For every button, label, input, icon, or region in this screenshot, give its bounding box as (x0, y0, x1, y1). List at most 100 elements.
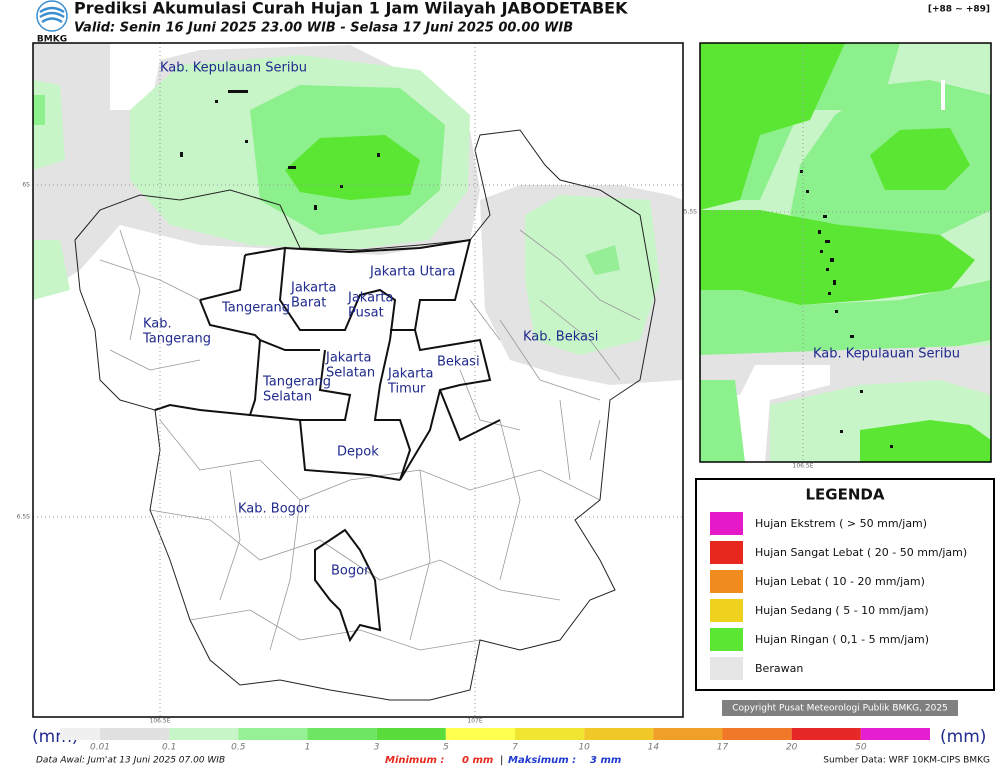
separator: | (500, 755, 503, 766)
legend-label: Hujan Ringan ( 0,1 - 5 mm/jam) (755, 633, 929, 646)
islands (800, 170, 893, 448)
legend-box (695, 478, 995, 691)
light-rain-area (33, 80, 70, 300)
lat-tick-label: 5.5S (684, 209, 698, 216)
light-rain-area (700, 380, 745, 462)
colorbar-segment (445, 728, 515, 740)
title: Prediksi Akumulasi Curah Hujan 1 Jam Wil… (74, 0, 628, 18)
light-rain-area (870, 128, 970, 190)
colorbar-tick-label: 0.1 (162, 743, 176, 753)
colorbar-tick-label: 20 (786, 743, 798, 753)
colorbar-tick-label: 17 (717, 743, 729, 753)
logo-text: BMKG (37, 35, 67, 45)
colorbar-segment (515, 728, 585, 740)
map-frame (32, 42, 684, 718)
copyright: Copyright Pusat Meteorologi Publik BMKG,… (732, 704, 948, 714)
light-rain-area (860, 420, 991, 462)
region-label: Kab. Bekasi (523, 330, 598, 345)
region-label: Kab. Kepulauan Seribu (160, 61, 307, 76)
colorbar-segment (584, 728, 654, 740)
lon-tick-label: 106.5E (793, 463, 814, 470)
legend-title: LEGENDA (806, 486, 885, 504)
region-label: Kab. (143, 317, 172, 332)
lat-tick-label: 6S (22, 182, 30, 189)
copyright-bg (722, 700, 958, 716)
region-label: Bekasi (437, 355, 480, 370)
region-label: Timur (387, 382, 426, 397)
valid-period: Valid: Senin 16 Juni 2025 23.00 WIB - Se… (74, 21, 573, 36)
region-label: Bogor (331, 564, 370, 579)
legend-label: Hujan Sedang ( 5 - 10 mm/jam) (755, 604, 929, 617)
region-label: Jakarta Utara (369, 265, 456, 280)
code: [+88 ~ +89] (928, 5, 990, 15)
colorbar-tick-label: 10 (578, 743, 590, 753)
legend-swatch (710, 541, 743, 564)
district-lines (99, 229, 641, 651)
inset-map (700, 43, 991, 462)
region-label: Tangerang (262, 375, 331, 390)
colorbar-segment (100, 728, 170, 740)
light-rain-area (700, 210, 975, 305)
region-label: Depok (337, 445, 379, 460)
inset-label: Kab. Kepulauan Seribu (813, 347, 960, 362)
data-awal: Data Awal: Jum'at 13 Juni 2025 07.00 WIB (36, 756, 225, 766)
legend-label: Berawan (755, 662, 803, 675)
region-label: Jakarta (347, 291, 393, 306)
light-rain-area (700, 43, 845, 210)
colorbar-segment (722, 728, 792, 740)
legend-swatch (710, 570, 743, 593)
legend-swatch (710, 628, 743, 651)
legend-swatch (710, 657, 743, 680)
region-label: Tangerang (142, 332, 211, 347)
legend-label: Hujan Sangat Lebat ( 20 - 50 mm/jam) (755, 546, 967, 559)
light-rain-area (285, 135, 420, 200)
max-label: Maksimum : (508, 755, 576, 766)
colorbar-tick-label: 3 (374, 743, 380, 753)
light-rain-area (33, 95, 45, 125)
min-label: Minimum : (385, 755, 444, 766)
main-map (33, 43, 683, 717)
region-label: Jakarta (290, 281, 336, 296)
colorbar-segment (238, 728, 308, 740)
region-label: Barat (291, 296, 326, 311)
graticule (33, 43, 683, 717)
legend-label: Hujan Lebat ( 10 - 20 mm/jam) (755, 575, 925, 588)
colorbar-segment (860, 728, 930, 740)
region-label: Jakarta (387, 367, 433, 382)
colorbar-tick-label: 7 (512, 743, 518, 753)
legend-swatch (710, 512, 743, 535)
colorbar-tick-label: 0.5 (231, 743, 246, 753)
graticule (700, 43, 991, 462)
region-label: Pusat (348, 306, 384, 321)
region-label: Jakarta (325, 351, 371, 366)
colorbar-segment (791, 728, 861, 740)
light-rain-area (585, 245, 620, 275)
no-rain-area (941, 80, 945, 110)
colorbar-segment (376, 728, 446, 740)
colorbar-segment (60, 728, 100, 740)
colorbar-tick-label: 50 (855, 743, 867, 753)
region-label: Tangerang (221, 301, 290, 316)
colorbar-unit: (mm) (940, 727, 986, 747)
colorbar-tick-label: 0.01 (90, 743, 110, 753)
colorbar-tick-label: 5 (443, 743, 449, 753)
inset-frame (699, 42, 992, 463)
colorbar-segment (653, 728, 723, 740)
max-value: 3 mm (590, 755, 621, 766)
colorbar-tick-label: 1 (305, 743, 311, 753)
lat-tick-label: 6.5S (17, 514, 31, 521)
lon-tick-label: 106.5E (150, 718, 171, 725)
region-label: Kab. Bogor (238, 502, 310, 517)
min-value: 0 mm (462, 755, 493, 766)
lon-tick-label: 107E (467, 718, 482, 725)
colorbar-segment (169, 728, 239, 740)
legend-label: Hujan Ekstrem ( > 50 mm/jam) (755, 517, 927, 530)
admin-boundaries (154, 238, 501, 643)
colorbar-tick-label: 14 (648, 743, 660, 753)
colorbar-segment (307, 728, 377, 740)
region-label: Selatan (326, 366, 375, 381)
light-rain-area (700, 280, 991, 360)
region-label: Selatan (263, 390, 312, 405)
